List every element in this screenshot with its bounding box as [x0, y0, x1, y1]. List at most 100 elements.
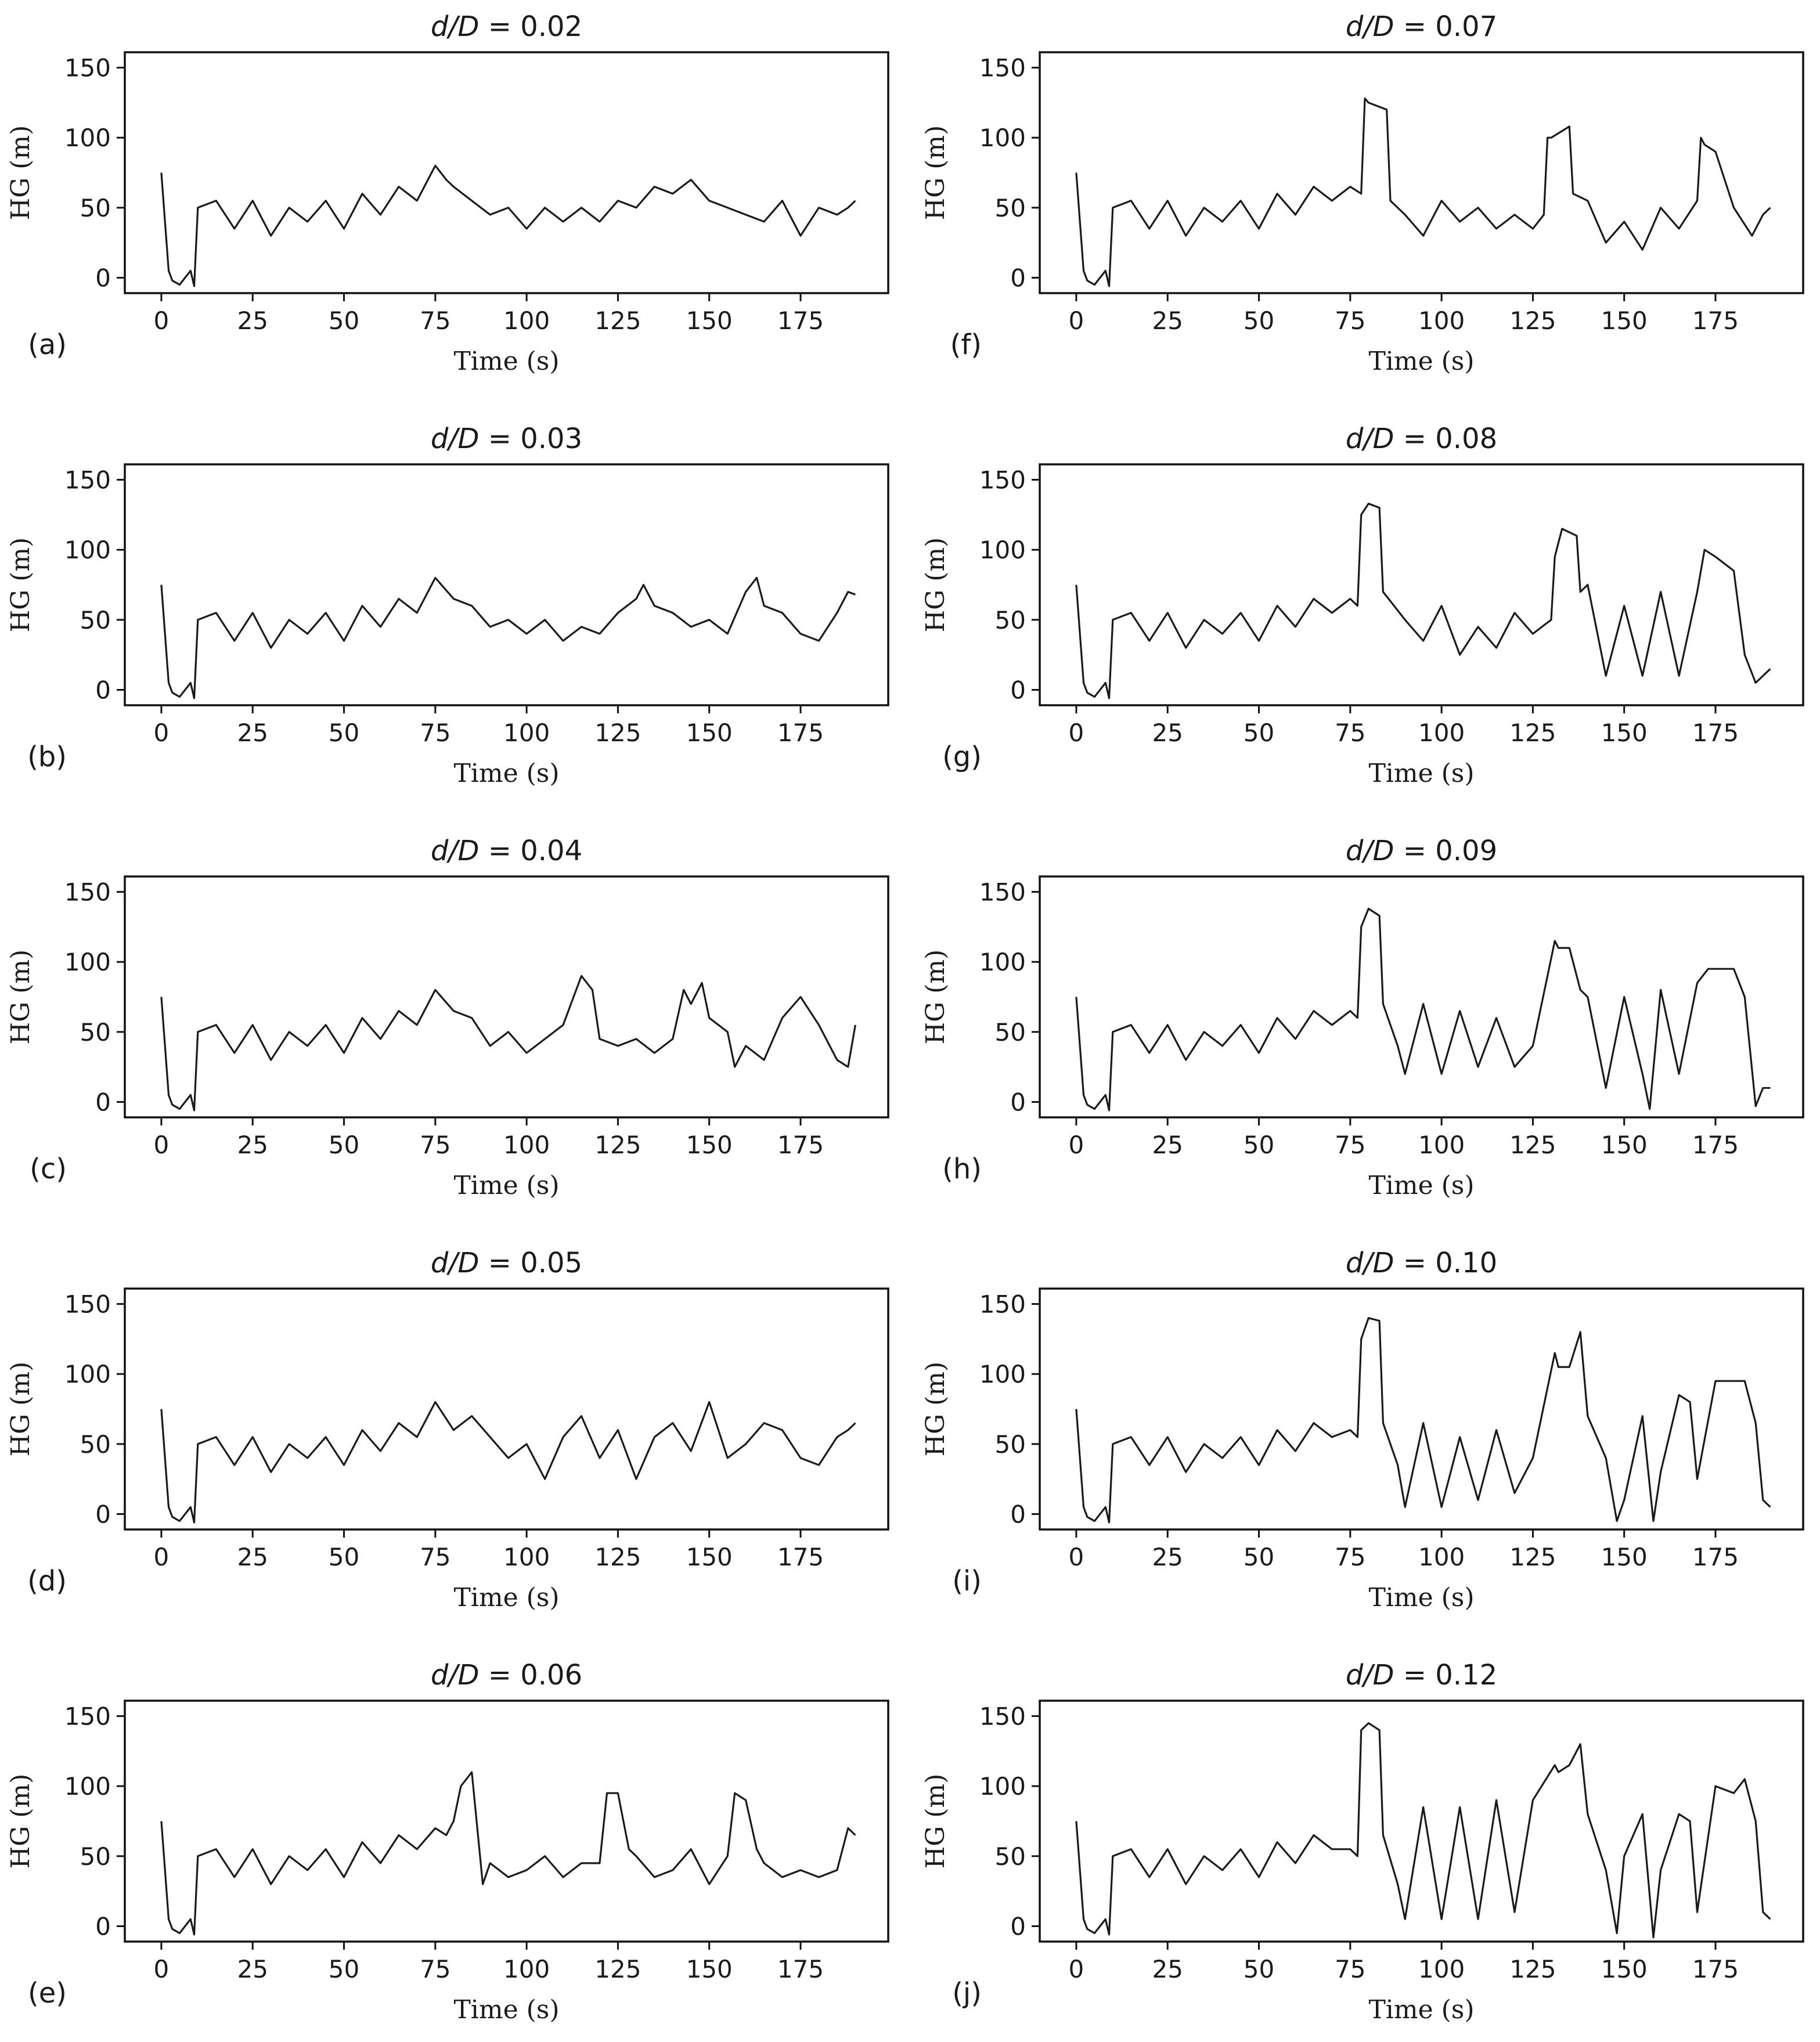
x-axis-label: Time (s)	[453, 1995, 559, 2025]
title-variable: d/D	[1346, 10, 1394, 43]
y-tick-label: 100	[979, 536, 1026, 564]
panel-h: d/D = 0.09 0 25 50 75 100 125 150 175 0 50 100 150 Ti…	[921, 835, 1804, 1200]
x-axis-label: Time (s)	[453, 347, 559, 376]
panel-title: d/D = 0.08	[1346, 423, 1497, 455]
y-tick-label: 0	[1010, 1088, 1026, 1116]
y-tick-label: 50	[995, 1430, 1026, 1459]
title-variable: d/D	[431, 835, 480, 867]
x-tick-label: 125	[1509, 1955, 1556, 1983]
title-equals: =	[480, 835, 521, 867]
x-tick-label: 125	[594, 719, 641, 747]
y-tick-label: 150	[64, 878, 111, 907]
x-tick-label: 125	[1509, 1543, 1556, 1571]
x-tick-label: 150	[686, 306, 733, 335]
x-axis-label: Time (s)	[1368, 1583, 1474, 1612]
panel-title: d/D = 0.09	[1346, 835, 1497, 867]
x-tick-label: 50	[1244, 306, 1274, 335]
y-tick-label: 50	[995, 606, 1026, 634]
y-tick-label: 150	[64, 466, 111, 495]
x-tick-label: 25	[237, 1131, 268, 1159]
x-tick-label: 100	[503, 1955, 550, 1983]
x-tick-label: 125	[594, 1955, 641, 1983]
y-axis-label: HG (m)	[921, 125, 950, 221]
x-tick-label: 125	[594, 1131, 641, 1159]
x-tick-label: 125	[1509, 306, 1556, 335]
x-tick-label: 0	[154, 719, 170, 747]
x-tick-label: 150	[1601, 1955, 1648, 1983]
x-tick-label: 175	[1692, 1543, 1739, 1571]
y-axis-label: HG (m)	[921, 1362, 950, 1457]
y-tick-label: 0	[1010, 264, 1026, 292]
x-axis-label: Time (s)	[453, 1171, 559, 1200]
x-tick-label: 50	[329, 1131, 359, 1159]
y-axis-label: HG (m)	[6, 950, 35, 1045]
y-tick-label: 0	[95, 1088, 111, 1116]
x-tick-label: 25	[1152, 1131, 1183, 1159]
panel-letter: (d)	[27, 1565, 67, 1597]
axes-frame	[124, 1287, 889, 1531]
title-equals: =	[1394, 1247, 1436, 1279]
x-tick-label: 125	[1509, 1131, 1556, 1159]
y-axis-label: HG (m)	[921, 950, 950, 1045]
x-tick-label: 0	[154, 1543, 170, 1571]
x-tick-label: 75	[1335, 1131, 1365, 1159]
series-line-d	[160, 1401, 856, 1524]
y-tick-label: 50	[995, 194, 1026, 222]
y-tick-label: 100	[979, 948, 1026, 976]
y-tick-label: 0	[1010, 1912, 1026, 1940]
x-tick-label: 0	[1069, 1543, 1084, 1571]
panel-letter: (f)	[950, 329, 982, 361]
series-line-e	[160, 1771, 856, 1936]
series-line-h	[1075, 907, 1771, 1112]
y-tick-label: 50	[80, 1018, 111, 1047]
panel-d: d/D = 0.05 0 25 50 75 100 125 150 175 0 50 100 150 Ti…	[6, 1247, 889, 1612]
panel-title: d/D = 0.04	[431, 835, 582, 867]
panel-g: d/D = 0.08 0 25 50 75 100 125 150 175 0 50 100 150 Ti…	[921, 423, 1804, 788]
y-tick-label: 0	[95, 1500, 111, 1528]
title-value: 0.02	[520, 10, 582, 43]
title-value: 0.09	[1435, 835, 1497, 867]
title-value: 0.06	[520, 1659, 582, 1691]
series-line-b	[160, 576, 856, 699]
x-tick-label: 25	[1152, 306, 1183, 335]
x-tick-label: 125	[594, 306, 641, 335]
x-tick-label: 150	[1601, 719, 1648, 747]
title-variable: d/D	[431, 1659, 480, 1691]
panel-title: d/D = 0.05	[431, 1247, 582, 1279]
title-equals: =	[480, 423, 521, 455]
panel-letter: (i)	[952, 1565, 982, 1597]
title-variable: d/D	[1346, 1247, 1394, 1279]
panel-title: d/D = 0.06	[431, 1659, 582, 1691]
x-tick-label: 75	[420, 1543, 451, 1571]
panel-e: d/D = 0.06 0 25 50 75 100 125 150 175 0 50 100 150 Ti…	[6, 1659, 889, 2025]
y-tick-label: 50	[80, 1842, 111, 1871]
y-tick-label: 150	[979, 1702, 1026, 1731]
x-tick-label: 25	[237, 719, 268, 747]
y-tick-label: 100	[64, 536, 111, 564]
x-tick-label: 100	[1418, 306, 1465, 335]
x-tick-label: 100	[1418, 1131, 1465, 1159]
panel-a: d/D = 0.02 0 25 50 75 100 125 150 175 0 50 100 150 Ti…	[6, 10, 889, 376]
x-axis-label: Time (s)	[1368, 1171, 1474, 1200]
x-tick-label: 50	[1244, 1955, 1274, 1983]
y-tick-label: 150	[979, 466, 1026, 495]
y-axis-label: HG (m)	[921, 537, 950, 633]
x-tick-label: 125	[594, 1543, 641, 1571]
title-variable: d/D	[431, 1247, 480, 1279]
y-axis-label: HG (m)	[921, 1774, 950, 1869]
x-tick-label: 50	[1244, 719, 1274, 747]
y-tick-label: 50	[995, 1018, 1026, 1047]
panel-letter: (g)	[942, 741, 982, 773]
x-axis-label: Time (s)	[1368, 1995, 1474, 2025]
axes-frame	[1039, 463, 1804, 706]
panel-i: d/D = 0.10 0 25 50 75 100 125 150 175 0 50 100 150 Ti…	[921, 1247, 1804, 1612]
title-equals: =	[1394, 10, 1436, 43]
title-variable: d/D	[1346, 1659, 1394, 1691]
x-tick-label: 100	[1418, 1543, 1465, 1571]
panel-letter: (b)	[27, 741, 67, 773]
x-tick-label: 0	[1069, 1955, 1084, 1983]
x-tick-label: 175	[1692, 719, 1739, 747]
x-tick-label: 100	[1418, 719, 1465, 747]
y-tick-label: 50	[80, 194, 111, 222]
x-tick-label: 0	[154, 1955, 170, 1983]
